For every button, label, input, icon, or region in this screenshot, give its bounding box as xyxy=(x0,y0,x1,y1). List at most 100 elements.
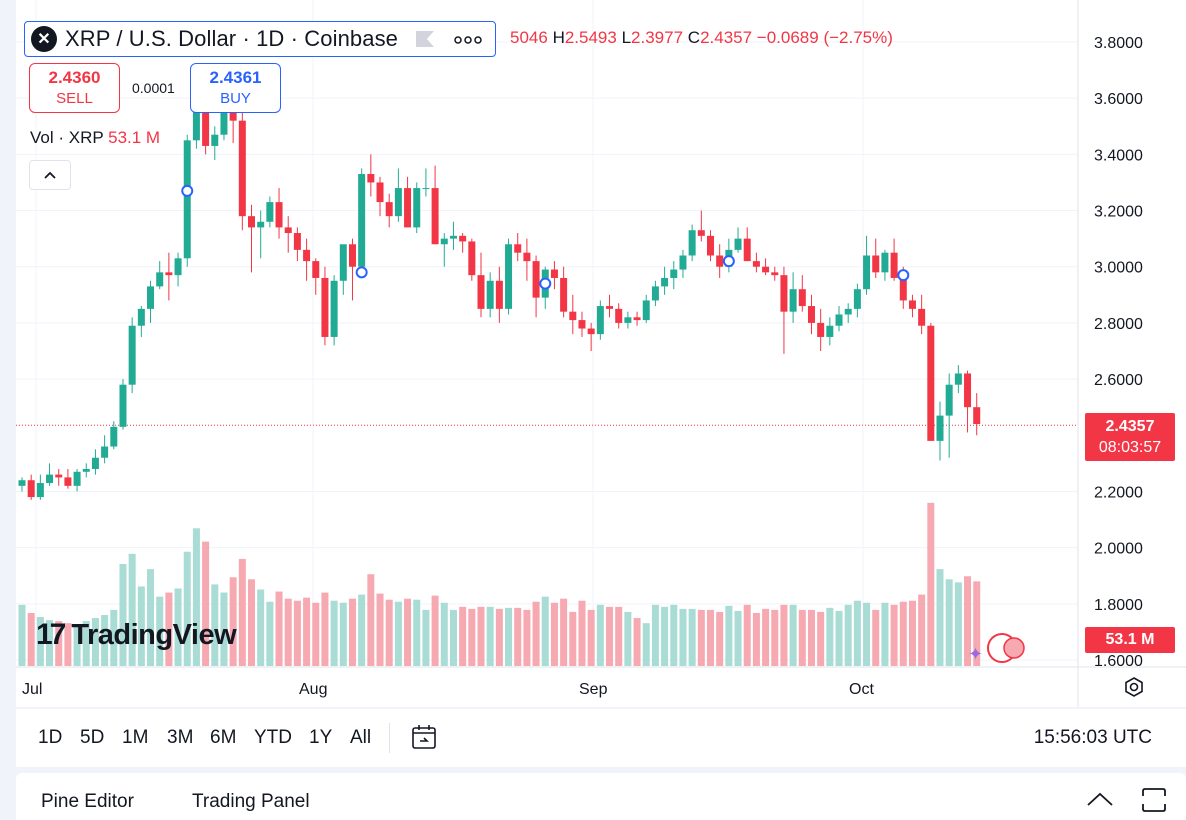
candle-body xyxy=(615,308,623,323)
bottom-toolbar: 1D 5D 1M 3M 6M YTD 1Y All 15:56:03 UTC xyxy=(16,709,1186,767)
ohlc-low: 2.3977 xyxy=(631,28,684,47)
volume-bar xyxy=(651,604,659,666)
candle-body xyxy=(908,300,916,309)
volume-bar xyxy=(27,612,35,666)
event-marker-icon xyxy=(897,269,910,282)
candle-body xyxy=(404,188,412,228)
range-5d-button[interactable]: 5D xyxy=(80,727,105,748)
volume-bar xyxy=(55,621,63,666)
volume-bar xyxy=(569,611,577,666)
ohlc-change: −0.0689 (−2.75%) xyxy=(756,28,893,47)
candle-body xyxy=(183,140,191,259)
candle-body xyxy=(807,306,815,323)
range-1m-button[interactable]: 1M xyxy=(122,727,149,748)
volume-bar xyxy=(771,609,779,666)
date-range-icon[interactable] xyxy=(410,722,440,752)
volume-bar xyxy=(633,618,641,666)
range-1y-button[interactable]: 1Y xyxy=(309,727,333,748)
range-1d-button[interactable]: 1D xyxy=(38,727,63,748)
candle-body xyxy=(348,244,356,267)
candle-body xyxy=(752,261,760,267)
chart-panel[interactable]: 3.8000 3.6000 3.4000 3.2000 3.0000 2.8000 2.60… xyxy=(16,0,1186,707)
volume-bar xyxy=(367,574,375,666)
buy-button[interactable]: 2.4361 BUY xyxy=(190,63,281,113)
candle-body xyxy=(697,230,705,236)
candle-body xyxy=(780,275,788,312)
range-all-button[interactable]: All xyxy=(350,727,372,748)
candle-body xyxy=(413,188,421,228)
more-options-icon[interactable] xyxy=(454,29,482,50)
volume-bar xyxy=(486,606,494,666)
sparkle-icon: ✦ xyxy=(968,644,983,665)
range-3m-button[interactable]: 3M xyxy=(167,727,194,748)
volume-bar xyxy=(642,623,650,666)
volume-bar xyxy=(266,601,274,666)
volume-bar xyxy=(192,528,200,666)
volume-bar xyxy=(36,617,44,666)
candle-body xyxy=(394,188,402,217)
tab-pine-editor[interactable]: Pine Editor xyxy=(41,791,134,812)
volume-bar xyxy=(679,608,687,666)
volume-legend[interactable]: Vol · XRP 53.1 M xyxy=(30,128,160,148)
volume-legend-label: Vol · XRP xyxy=(30,128,104,147)
tradingview-watermark[interactable]: 17 TradingView xyxy=(36,618,237,652)
collapse-legend-button[interactable] xyxy=(29,160,71,190)
price-chart[interactable]: 3.8000 3.6000 3.4000 3.2000 3.0000 2.8000 2.60… xyxy=(16,0,1186,707)
candle-body xyxy=(367,174,375,183)
candle-body xyxy=(46,474,54,484)
flag-icon[interactable] xyxy=(416,31,435,47)
range-6m-button[interactable]: 6M xyxy=(210,727,237,748)
volume-bar xyxy=(422,609,430,666)
volume-bar xyxy=(91,618,99,666)
volume-bar xyxy=(661,606,669,666)
volume-bar xyxy=(202,541,210,666)
candle-body xyxy=(312,261,320,278)
ohlc-high-label: H xyxy=(552,28,565,47)
candle-body xyxy=(560,277,568,312)
volume-bar xyxy=(807,609,815,666)
volume-bar xyxy=(688,608,696,666)
volume-bar xyxy=(339,602,347,666)
volume-bar xyxy=(817,611,825,666)
candle-body xyxy=(954,373,962,385)
candle-body xyxy=(844,308,852,315)
sell-button[interactable]: 2.4360 SELL xyxy=(29,63,120,113)
candle-body xyxy=(101,446,109,458)
candle-body xyxy=(211,134,219,146)
volume-bar xyxy=(578,600,586,666)
volume-bar xyxy=(835,610,843,666)
symbol-header[interactable]: ✕ XRP / U.S. Dollar · 1D · Coinbase xyxy=(24,21,496,57)
candle-body xyxy=(284,227,292,234)
candle-body xyxy=(238,120,246,217)
volume-bar xyxy=(615,606,623,666)
candle-body xyxy=(964,373,972,408)
volume-bar xyxy=(303,597,311,666)
buy-label: BUY xyxy=(220,90,251,107)
candle-body xyxy=(743,238,751,262)
utc-clock[interactable]: 15:56:03 UTC xyxy=(1033,727,1152,748)
volume-bar xyxy=(606,606,614,666)
volume-bar xyxy=(918,594,926,666)
y-tick-label: 2.6000 xyxy=(1094,372,1143,389)
candle-body xyxy=(918,308,926,326)
xrp-logo-icon: ✕ xyxy=(31,26,57,52)
symbol-title[interactable]: XRP / U.S. Dollar · 1D · Coinbase xyxy=(65,26,399,51)
volume-bar xyxy=(440,602,448,666)
volume-bar xyxy=(964,576,972,666)
tab-trading-panel[interactable]: Trading Panel xyxy=(192,791,310,812)
candle-body xyxy=(578,320,586,329)
volume-bar xyxy=(348,598,356,666)
candle-body xyxy=(670,269,678,278)
volume-bar xyxy=(293,600,301,666)
maximize-panel-icon[interactable] xyxy=(1141,788,1167,812)
candle-body xyxy=(863,255,871,290)
volume-bar xyxy=(431,595,439,666)
volume-bar xyxy=(248,579,255,666)
scale-settings-icon[interactable] xyxy=(1123,676,1145,698)
candle-body xyxy=(440,238,448,245)
candle-body xyxy=(523,252,531,262)
candle-body xyxy=(789,289,797,312)
expand-panel-icon[interactable] xyxy=(1086,791,1114,807)
range-ytd-button[interactable]: YTD xyxy=(254,727,292,748)
volume-bar xyxy=(954,582,962,666)
